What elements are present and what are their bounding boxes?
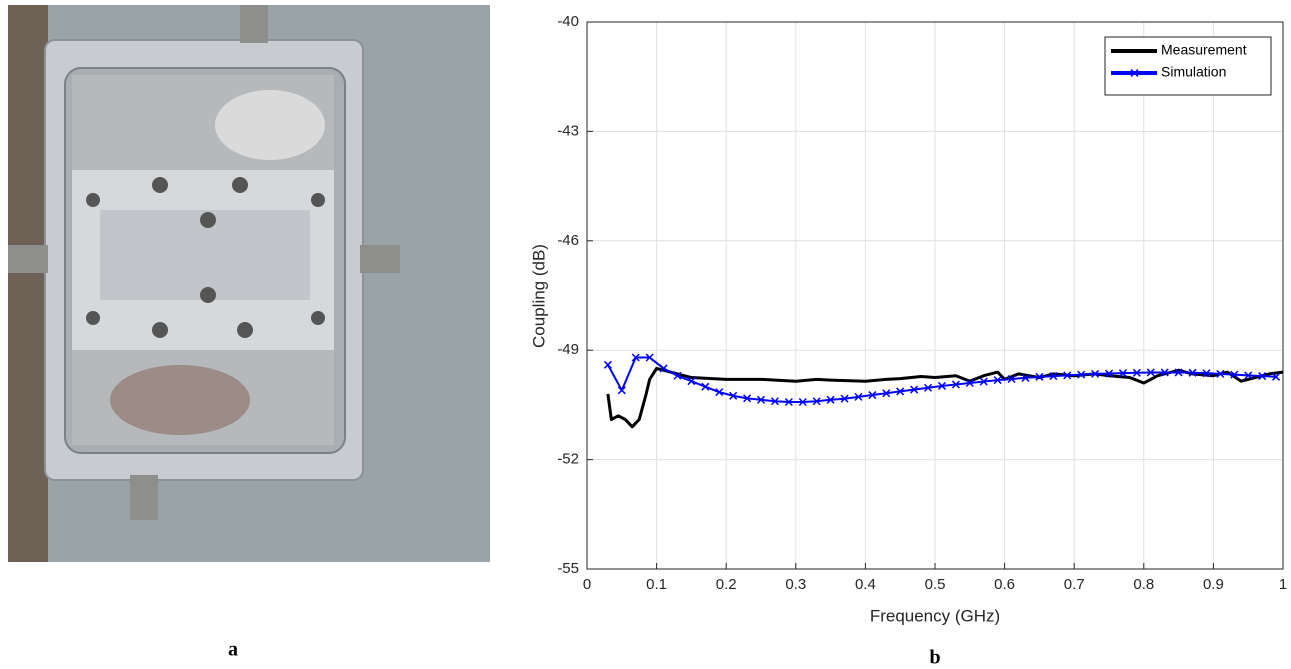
y-tick-label: -46: [557, 232, 579, 249]
point-marker: [645, 353, 654, 362]
point-marker: [743, 394, 752, 403]
point-marker: [1272, 372, 1281, 381]
x-tick-label: 0.4: [855, 576, 876, 593]
photo: [8, 5, 490, 562]
point-marker: [1202, 369, 1211, 378]
x-tick-label: 0.6: [994, 576, 1015, 593]
legend-label: Simulation: [1161, 64, 1226, 80]
point-marker: [1230, 370, 1239, 379]
y-tick-label: -43: [557, 122, 579, 139]
y-axis-label: Coupling (dB): [529, 244, 548, 348]
x-tick-label: 0.7: [1064, 576, 1085, 593]
x-tick-label: 0.8: [1133, 576, 1154, 593]
point-marker: [1216, 369, 1225, 378]
legend-marker: [1130, 68, 1139, 78]
point-marker: [756, 395, 766, 404]
point-marker: [659, 364, 668, 373]
point-marker: [896, 387, 905, 396]
axes-box: [586, 21, 1284, 570]
point-marker: [1091, 369, 1100, 378]
point-marker: [812, 397, 821, 406]
point-marker: [1035, 372, 1044, 381]
panel-label: b: [929, 647, 940, 669]
x-tick-label: 0.9: [1203, 576, 1224, 593]
x-tick-label: 1: [1279, 576, 1287, 593]
y-tick-label: -55: [557, 560, 579, 577]
point-marker: [993, 376, 1002, 385]
point-marker: [784, 397, 793, 407]
legend-box: [1104, 36, 1272, 96]
point-marker: [1118, 369, 1127, 378]
series-line: [606, 366, 1284, 429]
point-marker: [937, 381, 946, 390]
point-marker: [687, 377, 696, 386]
point-marker: [603, 360, 612, 369]
point-marker: [882, 389, 891, 398]
panel-label: a: [228, 639, 238, 661]
point-marker: [854, 392, 863, 401]
point-marker: [1049, 372, 1058, 381]
point-marker: [729, 391, 738, 400]
chart: 0 0.1 0.2 0.3 0.4 0.5 0.6 0.7 0.8 0.9 1 -55 -52 -49 -4…: [557, 13, 1287, 593]
point-marker: [840, 394, 849, 403]
point-marker: [770, 397, 779, 406]
point-marker: [1258, 372, 1267, 381]
point-marker: [1188, 368, 1197, 377]
x-tick-label: 0: [583, 576, 591, 593]
x-tick-label: 0.2: [716, 576, 737, 593]
point-marker: [826, 395, 835, 404]
point-marker: [868, 391, 877, 400]
point-marker: [1063, 371, 1072, 380]
x-tick-label: 0.1: [646, 576, 667, 593]
point-marker: [673, 371, 682, 380]
point-marker: [631, 353, 640, 362]
point-marker: [1021, 373, 1030, 382]
legend-label: Measurement: [1161, 42, 1247, 58]
point-marker: [951, 380, 960, 389]
point-marker: [1104, 369, 1114, 378]
y-tick-label: -40: [557, 13, 579, 30]
point-marker: [910, 385, 919, 394]
point-marker: [1077, 370, 1086, 379]
point-marker: [1244, 371, 1253, 380]
y-tick-label: -49: [557, 341, 579, 358]
point-marker: [798, 397, 807, 407]
point-marker: [965, 378, 974, 388]
x-tick-label: 0.3: [785, 576, 806, 593]
y-tick-label: -52: [557, 451, 579, 468]
x-axis-label: Frequency (GHz): [870, 606, 1000, 625]
point-marker: [924, 383, 933, 392]
point-marker: [1174, 368, 1183, 377]
point-marker: [617, 386, 626, 395]
point-marker: [1146, 368, 1155, 377]
point-marker: [715, 388, 724, 397]
point-marker: [1007, 374, 1016, 384]
point-marker: [701, 382, 710, 391]
point-marker: [1160, 368, 1169, 377]
point-marker: [979, 377, 988, 386]
x-tick-label: 0.5: [925, 576, 946, 593]
point-marker: [1132, 368, 1141, 377]
